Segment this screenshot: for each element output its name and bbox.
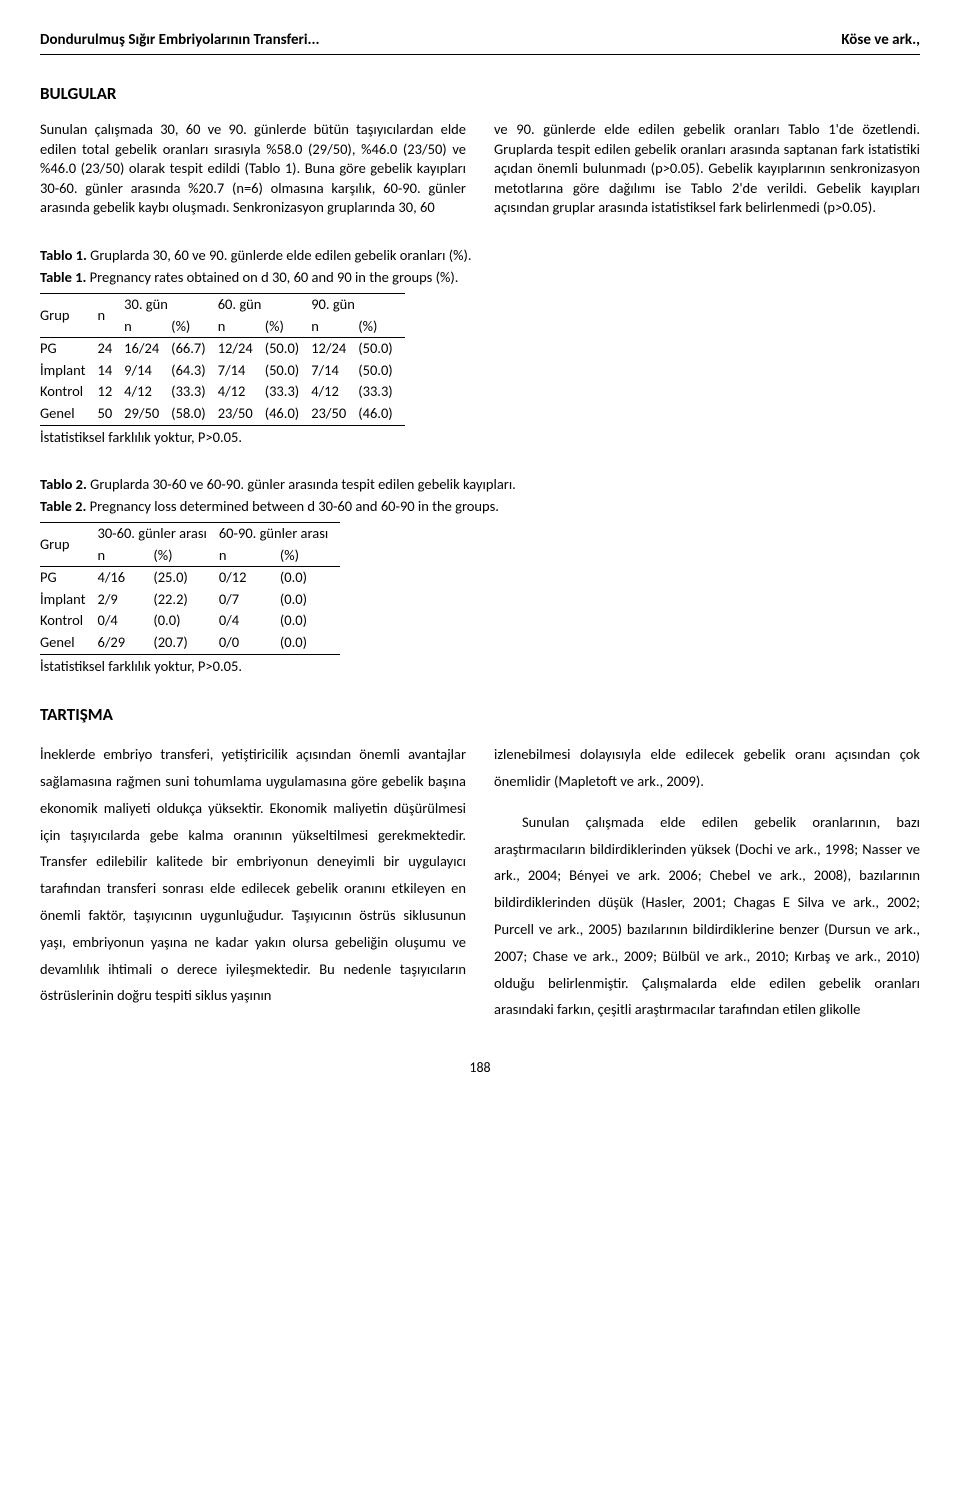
col-d90: 90. gün [311,294,405,316]
table-row: PG24 16/24(66.7) 12/24(50.0) 12/24(50.0) [40,338,405,360]
col-group: Grup [40,523,97,567]
section-results-heading: BULGULAR [40,83,920,106]
table-row: PG 4/16(25.0) 0/12(0.0) [40,567,340,589]
results-right-text: ve 90. günlerde elde edilen gebelik oran… [494,120,920,218]
table-row: Grup 30-60. günler arası 60-90. günler a… [40,523,340,545]
table1: Grup n 30. gün 60. gün 90. gün n(%) n(%)… [40,293,405,425]
discussion-left-text: İneklerde embriyo transferi, yetiştirici… [40,741,466,1009]
table2-caption-en: Table 2. Pregnancy loss determined betwe… [40,497,920,517]
page-number: 188 [40,1059,920,1078]
table-row: İmplant14 9/14(64.3) 7/14(50.0) 7/14(50.… [40,360,405,382]
header-right: Köse ve ark., [841,30,920,50]
table1-caption-tr: Tablo 1. Gruplarda 30, 60 ve 90. günlerd… [40,246,920,266]
results-columns: Sunulan çalışmada 30, 60 ve 90. günlerde… [40,120,920,218]
discussion-columns: İneklerde embriyo transferi, yetiştirici… [40,741,920,1023]
table1-footnote: İstatistiksel farklılık yoktur, P>0.05. [40,428,920,448]
discussion-right-text-2: Sunulan çalışmada elde edilen gebelik or… [494,809,920,1024]
col-p2: 60-90. günler arası [219,523,340,545]
col-p1: 30-60. günler arası [97,523,218,545]
section-discussion-heading: TARTIŞMA [40,704,920,727]
col-d30: 30. gün [124,294,218,316]
table1-caption-en: Table 1. Pregnancy rates obtained on d 3… [40,268,920,288]
table-row: Genel50 29/50(58.0) 23/50(46.0) 23/50(46… [40,403,405,425]
col-n: n [97,294,124,338]
col-group: Grup [40,294,97,338]
col-d60: 60. gün [218,294,312,316]
header-left: Dondurulmuş Sığır Embriyolarının Transfe… [40,30,320,50]
table-row: Kontrol12 4/12(33.3) 4/12(33.3) 4/12(33.… [40,381,405,403]
table-row: Grup n 30. gün 60. gün 90. gün [40,294,405,316]
table-row: İmplant 2/9(22.2) 0/7(0.0) [40,589,340,611]
results-left-text: Sunulan çalışmada 30, 60 ve 90. günlerde… [40,120,466,218]
table2-caption-tr: Tablo 2. Gruplarda 30-60 ve 60-90. günle… [40,475,920,495]
table2-footnote: İstatistiksel farklılık yoktur, P>0.05. [40,657,920,677]
running-header: Dondurulmuş Sığır Embriyolarının Transfe… [40,30,920,50]
table-row: Kontrol 0/4(0.0) 0/4(0.0) [40,610,340,632]
discussion-right-text-1: izlenebilmesi dolayısıyla elde edilecek … [494,741,920,795]
table-row: Genel 6/29(20.7) 0/0(0.0) [40,632,340,654]
table2: Grup 30-60. günler arası 60-90. günler a… [40,522,340,654]
header-rule [40,54,920,55]
